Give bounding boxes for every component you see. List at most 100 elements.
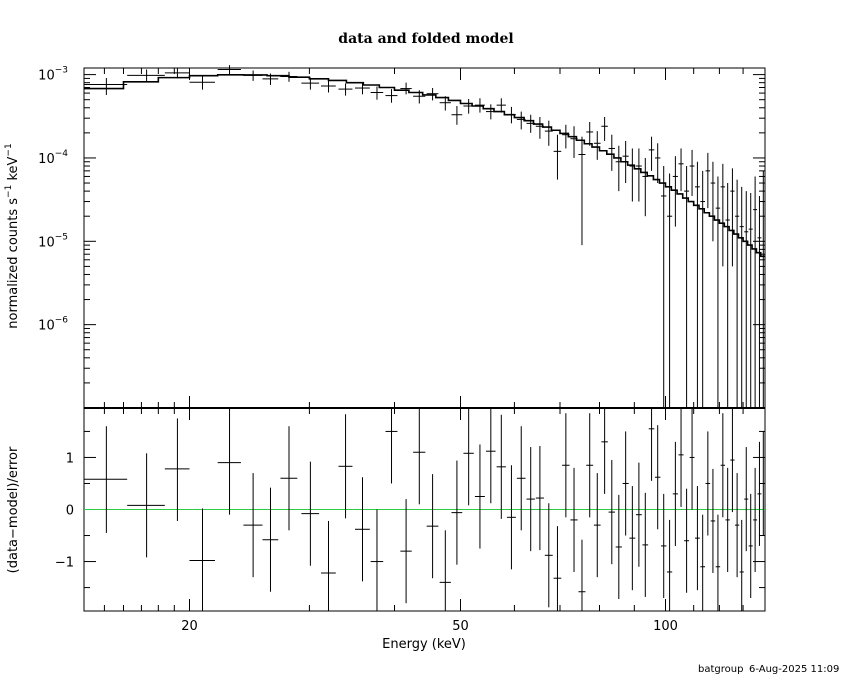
- residual-point: [720, 413, 726, 518]
- residual-point: [748, 493, 753, 598]
- residual-point: [439, 530, 451, 611]
- residual-point: [684, 488, 690, 593]
- residual-point: [635, 462, 642, 567]
- data-point: [601, 116, 608, 141]
- residual-point: [474, 444, 485, 549]
- residual-point: [757, 441, 762, 546]
- data-point: [695, 161, 700, 408]
- x-tick-labels: 20 50 100: [181, 619, 678, 634]
- residual-point: [400, 499, 412, 604]
- data-point: [485, 104, 496, 120]
- residual-point: [451, 460, 463, 565]
- data-point: [413, 90, 426, 104]
- top-y-axis-label-main: normalized counts s: [6, 198, 21, 329]
- residual-point: [243, 473, 263, 578]
- residual-point: [321, 520, 336, 611]
- residual-point: [164, 418, 190, 521]
- residual-point: [735, 473, 740, 578]
- data-point: [735, 179, 740, 408]
- data-point: [678, 148, 684, 192]
- data-point: [426, 88, 439, 101]
- y-tick-label-exp: −6: [55, 316, 69, 326]
- data-point: [629, 148, 636, 202]
- residual-point: [689, 408, 695, 510]
- data-point: [562, 124, 570, 149]
- data-point: [700, 170, 706, 408]
- data-point: [689, 149, 695, 196]
- data-point: [635, 148, 642, 202]
- residual-point: [629, 486, 636, 591]
- data-point: [578, 136, 586, 246]
- data-point: [496, 98, 506, 113]
- residual-point: [262, 487, 279, 592]
- residual-point: [570, 467, 578, 572]
- y-tick-label-base: 10: [38, 69, 55, 84]
- data-point: [516, 111, 526, 130]
- residual-points-series: [84, 408, 765, 611]
- data-point: [672, 156, 678, 227]
- y-tick-label-top: 10−3: [38, 66, 68, 84]
- residual-point: [413, 408, 426, 505]
- data-point: [243, 70, 263, 81]
- residual-point: [715, 514, 721, 611]
- data-point: [710, 161, 716, 242]
- data-point: [400, 82, 412, 95]
- residual-point: [506, 465, 516, 570]
- y-tick-label-top: 10−5: [38, 232, 68, 250]
- residual-point: [485, 408, 496, 504]
- data-points-series: [84, 65, 765, 408]
- residual-point: [544, 503, 553, 608]
- residual-point: [666, 519, 673, 611]
- data-point: [739, 186, 744, 408]
- residual-point: [710, 468, 716, 574]
- top-y-axis-label: normalized counts s−1 keV−1: [4, 143, 21, 328]
- top-panel-ticks: [84, 68, 766, 409]
- data-point: [705, 152, 711, 209]
- residual-point: [535, 445, 544, 551]
- residual-point: [217, 408, 241, 515]
- residual-point: [744, 447, 749, 552]
- data-point: [642, 157, 649, 217]
- data-point: [720, 163, 726, 267]
- data-point: [506, 106, 516, 124]
- data-point: [354, 82, 370, 95]
- footer-user: batgroup: [698, 664, 743, 675]
- x-tick-label: 50: [452, 619, 469, 634]
- residual-point: [700, 514, 706, 611]
- data-point: [654, 143, 661, 184]
- folded-model-series: [84, 73, 765, 258]
- y-tick-label-base: 10: [38, 235, 55, 250]
- data-point: [217, 65, 241, 75]
- top-y-axis-label-mid: keV: [6, 156, 21, 184]
- residual-point: [753, 467, 758, 572]
- footer-timestamp: 6-Aug-2025 11:09: [749, 664, 839, 675]
- data-point: [385, 89, 398, 103]
- data-point: [321, 80, 336, 93]
- y-tick-label-exp: −5: [55, 232, 68, 242]
- y-tick-label-top: 10−6: [38, 316, 68, 334]
- data-point: [622, 140, 629, 184]
- model-step-line: [84, 73, 765, 258]
- y-tick-label-exp: −3: [55, 66, 68, 76]
- bottom-y-axis-label: (data−model)/error: [6, 446, 21, 573]
- data-point: [301, 77, 320, 90]
- y-tick-label-base: 10: [38, 152, 55, 167]
- x-axis-label: Energy (keV): [382, 637, 466, 652]
- residual-point: [622, 431, 629, 536]
- residual-point: [739, 519, 744, 611]
- data-point: [439, 96, 451, 111]
- top-y-axis-label-exp1: −1: [4, 185, 14, 198]
- data-point: [586, 121, 594, 146]
- data-point: [262, 73, 279, 86]
- data-point: [370, 86, 384, 100]
- data-point: [730, 168, 735, 267]
- top-y-axis-label-exp2: −1: [4, 143, 14, 156]
- top-panel-y-tick-labels: 10−310−410−510−6: [38, 66, 68, 334]
- x-tick-label: 100: [653, 619, 678, 634]
- residual-point: [526, 447, 535, 552]
- data-point: [474, 98, 485, 113]
- residual-point: [338, 414, 353, 519]
- data-point: [725, 183, 730, 408]
- residual-point: [496, 414, 506, 519]
- bottom-panel-y-tick-labels: 1 0 −1: [55, 451, 74, 570]
